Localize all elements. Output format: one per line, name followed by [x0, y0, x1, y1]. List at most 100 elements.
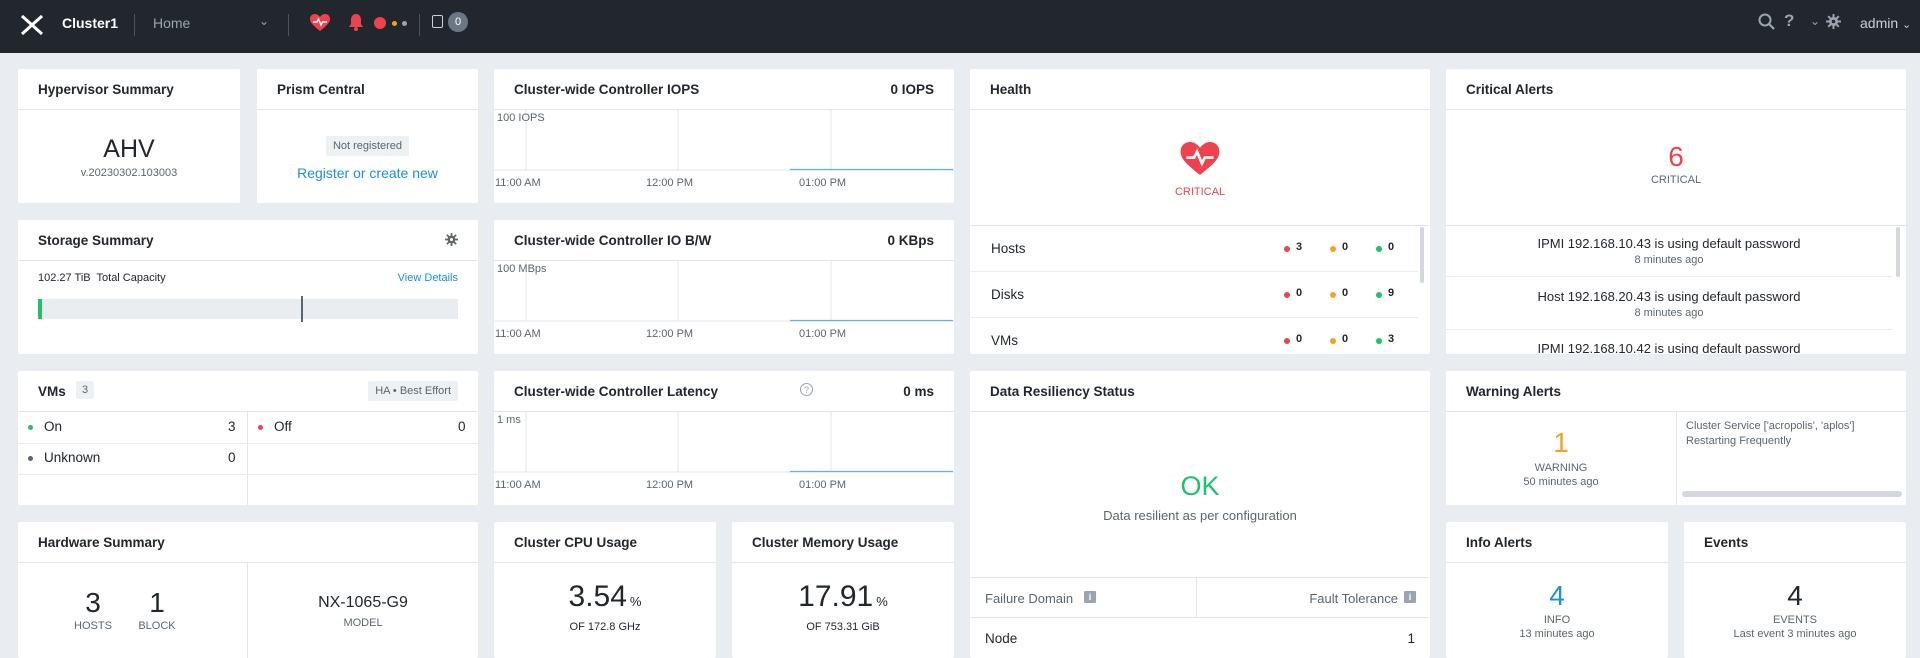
block-count: 1	[149, 587, 165, 618]
critical-count: 0	[1296, 287, 1303, 299]
alerts-bell-icon[interactable]	[348, 13, 364, 31]
tasks-count-badge[interactable]: 0	[448, 12, 468, 32]
good-dot	[1376, 292, 1382, 298]
alert-item[interactable]: IPMI 192.168.10.42 is using default pass…	[1446, 341, 1892, 354]
horizontal-scrollbar[interactable]	[1682, 491, 1902, 497]
divider	[134, 14, 135, 36]
vms-widget: VMs 3 HA • Best Effort On 3 Off 0 Unknow…	[18, 371, 478, 505]
health-heart-icon	[1180, 142, 1220, 176]
vm-count-badge: 3	[76, 381, 95, 399]
events-widget: Events 4 EVENTS Last event 3 minutes ago	[1684, 522, 1906, 658]
chevron-down-icon[interactable]: ⌄	[259, 14, 270, 28]
cpu-percentage: 3.54	[568, 580, 627, 613]
vm-on-label[interactable]: On	[44, 419, 63, 434]
divider	[494, 109, 954, 110]
iops-chart-svg	[494, 110, 954, 171]
divider	[1446, 562, 1668, 563]
info-alert-count[interactable]: 4	[1549, 580, 1565, 611]
help-icon[interactable]: ?	[800, 383, 813, 396]
divider	[494, 562, 716, 563]
health-row-disks[interactable]: Disks 0 0 9	[970, 272, 1418, 318]
info-alert-label: INFO	[1543, 614, 1571, 626]
memory-unit: %	[876, 594, 888, 609]
capacity-value: 102.27 TiB	[38, 272, 91, 284]
register-link[interactable]: Register or create new	[297, 165, 438, 181]
host-label: HOSTS	[74, 620, 112, 632]
cpu-capacity: OF 172.8 GHz	[569, 621, 641, 633]
tasks-icon[interactable]	[432, 15, 443, 28]
widget-title: Prism Central	[277, 82, 365, 97]
health-heart-icon[interactable]	[310, 14, 330, 32]
critical-alert-count[interactable]: 6	[1668, 141, 1684, 172]
divider	[1446, 225, 1906, 226]
iops-chart: 100 IOPS 11:00 AM 12:00 PM 01:00 PM	[494, 110, 954, 203]
fault-tolerance-label: Fault Tolerance	[1309, 591, 1398, 606]
hypervisor-summary-widget: Hypervisor Summary AHV v.20230302.103003	[18, 69, 240, 203]
user-menu[interactable]: admin ⌄	[1860, 15, 1911, 31]
widget-title: Critical Alerts	[1466, 82, 1554, 97]
nutanix-logo-icon[interactable]	[20, 13, 44, 37]
last-event-time: Last event 3 minutes ago	[1733, 628, 1857, 640]
divider	[1684, 562, 1906, 563]
critical-alert-dot[interactable]	[374, 17, 386, 29]
view-details-link[interactable]: View Details	[397, 272, 458, 284]
warning-alert-message[interactable]: Cluster Service ['acropolis', 'aplos'] R…	[1686, 420, 1855, 447]
block-label: BLOCK	[138, 620, 176, 632]
divider	[18, 109, 240, 110]
latency-value: 0 ms	[903, 384, 934, 399]
info-alert-dot[interactable]	[402, 21, 407, 26]
search-icon[interactable]	[1758, 13, 1775, 30]
info-icon[interactable]: i	[1404, 591, 1416, 603]
divider	[18, 443, 478, 444]
critical-alert-label: CRITICAL	[1650, 174, 1702, 186]
resiliency-status: OK	[1180, 471, 1220, 501]
vm-unknown-label[interactable]: Unknown	[44, 450, 101, 465]
divider	[970, 225, 1430, 226]
alert-item[interactable]: Host 192.168.20.43 is using default pass…	[1446, 289, 1892, 319]
scrollbar[interactable]	[1420, 227, 1424, 283]
widget-title: Cluster Memory Usage	[752, 535, 899, 550]
alert-item[interactable]: IPMI 192.168.10.43 is using default pass…	[1446, 236, 1892, 266]
health-row-vms[interactable]: VMs 0 0 3	[970, 318, 1418, 354]
controller-latency-widget: Cluster-wide Controller Latency ? 0 ms 1…	[494, 371, 954, 505]
storage-threshold-marker	[301, 296, 303, 322]
help-icon[interactable]: ?	[1784, 11, 1795, 30]
ha-label: HA	[375, 385, 390, 397]
event-count[interactable]: 4	[1787, 580, 1803, 611]
settings-gear-icon[interactable]	[1826, 14, 1841, 29]
x-tick-label: 01:00 PM	[799, 479, 847, 491]
widget-title: Hypervisor Summary	[38, 82, 174, 97]
warning-alert-count[interactable]: 1	[1553, 427, 1569, 458]
resiliency-description: Data resilient as per configuration	[1103, 508, 1297, 523]
critical-dot	[1284, 292, 1290, 298]
good-dot	[1376, 246, 1382, 252]
widget-title: Cluster-wide Controller Latency	[514, 384, 719, 399]
cluster-name[interactable]: Cluster1	[62, 15, 119, 31]
divider	[18, 562, 478, 563]
memory-usage-value: 17.91%	[732, 580, 954, 614]
info-alert-time: 13 minutes ago	[1519, 628, 1595, 640]
divider	[732, 562, 954, 563]
divider	[18, 411, 478, 412]
host-count: 3	[85, 587, 101, 618]
cpu-usage-value: 3.54%	[494, 580, 716, 614]
model-name: NX-1065-G9	[318, 594, 408, 611]
widget-title: Cluster-wide Controller IO B/W	[514, 233, 712, 248]
latency-chart: 1 ms 11:00 AM 12:00 PM 01:00 PM	[494, 412, 954, 505]
vm-off-label[interactable]: Off	[274, 419, 292, 434]
warning-count: 0	[1342, 287, 1349, 299]
hardware-summary-widget: Hardware Summary 3 HOSTS 1 BLOCK NX-1065…	[18, 522, 478, 658]
fault-tolerance-value: 1	[1407, 631, 1415, 646]
info-icon[interactable]: i	[1084, 591, 1096, 603]
warning-alert-dot[interactable]	[392, 21, 397, 26]
x-tick-label: 11:00 AM	[495, 328, 541, 340]
home-dropdown[interactable]: Home	[153, 15, 191, 31]
scrollbar[interactable]	[1896, 227, 1900, 277]
widget-title: Hardware Summary	[38, 535, 165, 550]
health-row-hosts[interactable]: Hosts 3 0 0	[970, 226, 1418, 272]
settings-gear-icon[interactable]	[445, 233, 458, 246]
x-tick-label: 01:00 PM	[799, 177, 847, 189]
alert-message: IPMI 192.168.10.43 is using default pass…	[1537, 236, 1801, 251]
health-row-label: VMs	[991, 333, 1018, 348]
help-chevron-down-icon[interactable]: ⌄	[1810, 14, 1821, 28]
